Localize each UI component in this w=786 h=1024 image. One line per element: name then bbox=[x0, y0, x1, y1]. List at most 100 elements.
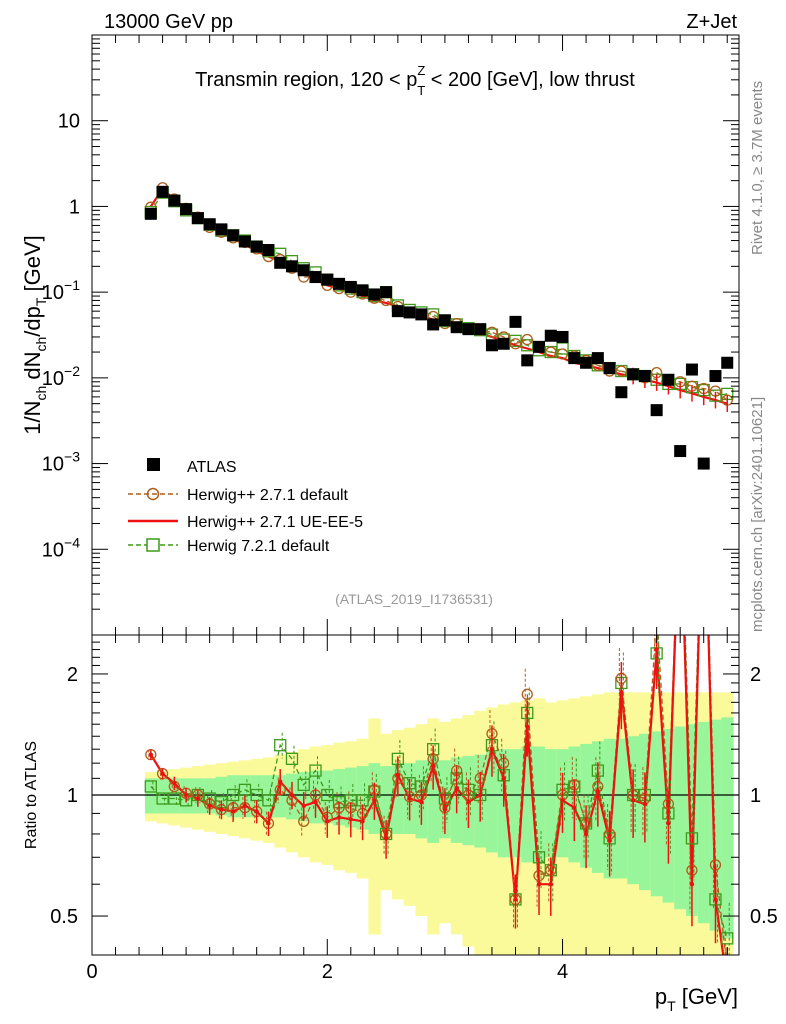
point-atlas bbox=[674, 445, 687, 458]
ratio-point-h271-ue bbox=[372, 798, 377, 803]
point-atlas bbox=[391, 305, 404, 318]
ratio-point-h271-ue bbox=[278, 779, 283, 784]
point-atlas bbox=[203, 218, 216, 231]
ratio-point-h271-ue bbox=[630, 798, 636, 803]
uncertainty-band-inner bbox=[721, 717, 734, 939]
process-label: Z+Jet bbox=[686, 11, 737, 33]
ratio-point-h271-ue bbox=[689, 881, 695, 887]
source-label: mcplots.cern.ch [arXiv:2401.10621] bbox=[749, 397, 766, 632]
ratio-panel: 0.5 0.5 1 1 2 2 0 2 4 Ratio to ATLAS bbox=[23, 445, 778, 983]
ratio-point-h271-ue bbox=[195, 796, 201, 801]
point-atlas bbox=[144, 207, 157, 220]
ratio-point-h271-ue bbox=[619, 690, 624, 695]
ratio-point-h721 bbox=[698, 445, 709, 456]
ratio-point-h271-ue bbox=[383, 836, 389, 841]
ratio-point-h271-ue bbox=[289, 792, 295, 798]
point-atlas bbox=[615, 386, 628, 399]
point-h721 bbox=[521, 339, 534, 352]
point-atlas bbox=[438, 314, 451, 327]
uncertainty-band-inner bbox=[544, 749, 558, 858]
point-atlas bbox=[274, 256, 287, 269]
x-tick-label: 0 bbox=[86, 961, 97, 983]
legend-marker-h271-default bbox=[146, 487, 160, 501]
point-atlas bbox=[227, 229, 240, 242]
point-atlas bbox=[285, 260, 298, 273]
ratio-point-h271-ue bbox=[395, 773, 401, 778]
ratio-point-h271-ue bbox=[360, 819, 365, 824]
ratio-point-h721 bbox=[285, 752, 299, 766]
ratio-y-tick-label-right: 2 bbox=[750, 664, 761, 686]
y-tick-label: 1 bbox=[69, 196, 80, 218]
point-atlas bbox=[638, 370, 651, 383]
point-h721 bbox=[556, 342, 569, 355]
y-tick-label: 10 bbox=[58, 111, 80, 133]
point-atlas bbox=[462, 323, 475, 336]
ratio-y-tick-label: 0.5 bbox=[50, 906, 78, 928]
point-atlas bbox=[474, 323, 487, 336]
point-atlas bbox=[415, 308, 428, 321]
point-atlas bbox=[180, 203, 193, 216]
point-atlas bbox=[262, 244, 275, 257]
ratio-y-tick-label-right: 0.5 bbox=[750, 906, 778, 928]
ratio-y-axis-label: Ratio to ATLAS bbox=[23, 741, 40, 849]
ratio-point-h271-ue bbox=[430, 763, 436, 769]
point-h721 bbox=[509, 334, 522, 348]
point-atlas bbox=[509, 315, 522, 328]
ratio-point-h271-ue bbox=[242, 803, 248, 809]
ratio-point-h721 bbox=[274, 739, 287, 752]
ratio-point-h271-ue bbox=[478, 792, 483, 798]
ratio-point-h271-ue bbox=[454, 785, 459, 791]
ratio-point-h721 bbox=[297, 778, 310, 791]
ratio-point-h271-ue bbox=[301, 803, 306, 809]
y-tick-label: 10−4 bbox=[42, 534, 80, 561]
ratio-point-h721 bbox=[685, 832, 699, 845]
ratio-point-h271-ue bbox=[172, 780, 177, 786]
point-atlas bbox=[403, 306, 416, 319]
x-axis-label: pT [GeV] bbox=[655, 984, 738, 1014]
point-atlas bbox=[333, 277, 346, 290]
point-atlas bbox=[662, 373, 675, 386]
ratio-point-h271-ue bbox=[325, 819, 330, 824]
ratio-point-h721 bbox=[675, 474, 686, 485]
uncertainty-band-inner bbox=[674, 726, 687, 910]
ratio-point-h271-ue bbox=[266, 821, 271, 826]
y-tick-label: 10−3 bbox=[42, 449, 80, 476]
ratio-point-h271-ue bbox=[336, 815, 342, 820]
point-atlas bbox=[580, 356, 593, 369]
ratio-point-h271-ue bbox=[183, 792, 189, 798]
point-atlas bbox=[485, 339, 498, 352]
series-line-h271-default bbox=[150, 186, 728, 401]
point-atlas bbox=[497, 337, 510, 350]
legend-label-h271-default: Herwig++ 2.7.1 default bbox=[187, 487, 349, 504]
legend-label-h271-ue: Herwig++ 2.7.1 UE-EE-5 bbox=[187, 514, 363, 531]
uncertainty-band-inner bbox=[697, 721, 711, 924]
ratio-point-h271-ue bbox=[713, 897, 718, 902]
ratio-point-h271-ue bbox=[702, 453, 706, 457]
uncertainty-band-inner bbox=[615, 738, 628, 879]
ratio-point-h271-ue bbox=[442, 807, 448, 812]
ratio-point-h271-ue bbox=[525, 724, 530, 729]
point-h271-default bbox=[521, 333, 533, 346]
point-atlas bbox=[603, 362, 616, 375]
ratio-point-h721 bbox=[721, 932, 734, 945]
ratio-point-h271-default bbox=[521, 688, 533, 700]
point-atlas bbox=[250, 240, 263, 253]
ratio-point-h271-ue bbox=[407, 796, 412, 801]
ratio-point-h271-ue bbox=[219, 807, 224, 812]
point-h271-default bbox=[556, 348, 569, 360]
y-axis-label: 1/Nch dNch/dpT [GeV] bbox=[20, 235, 49, 435]
ratio-point-h721 bbox=[144, 780, 157, 793]
point-atlas bbox=[168, 194, 181, 207]
ratio-point-h721 bbox=[168, 792, 181, 805]
x-tick-label: 4 bbox=[557, 961, 568, 983]
ratio-y-tick-label-right: 1 bbox=[750, 785, 761, 807]
uncertainty-band-inner bbox=[650, 731, 664, 897]
point-atlas bbox=[321, 273, 334, 286]
point-atlas bbox=[521, 354, 534, 367]
ratio-point-h721 bbox=[309, 764, 322, 777]
ratio-point-h271-ue bbox=[583, 831, 589, 837]
ratio-point-h271-ue bbox=[466, 799, 471, 805]
x-tick-label: 2 bbox=[322, 961, 333, 983]
point-atlas bbox=[356, 284, 369, 297]
